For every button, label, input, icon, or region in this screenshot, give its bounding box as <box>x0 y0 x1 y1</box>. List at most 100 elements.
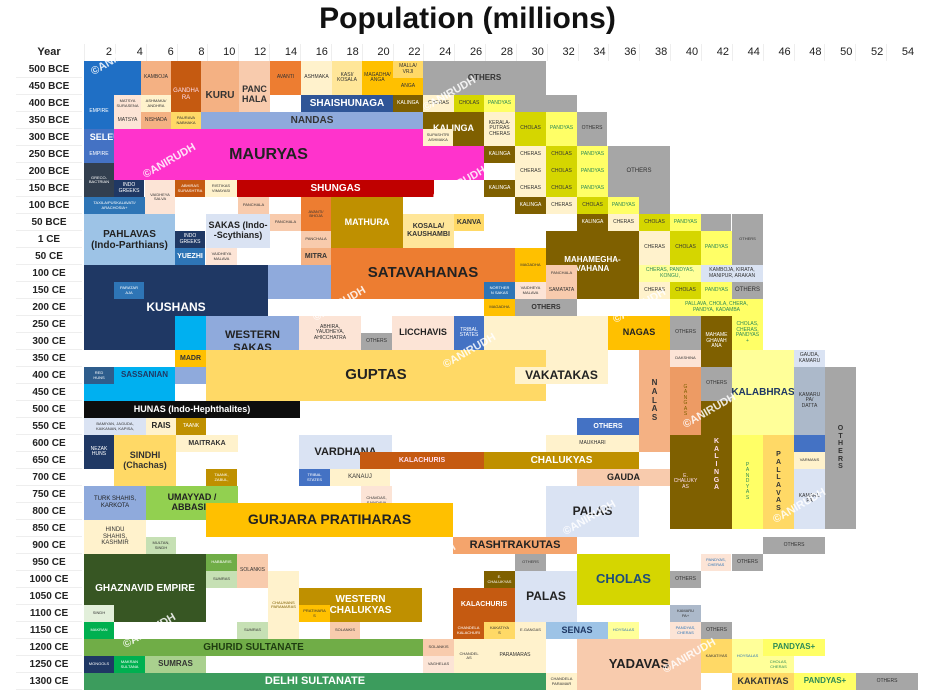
region-block: PANDYAS <box>546 112 577 146</box>
region-block: ABHIRAS SURASHTRA <box>175 180 205 197</box>
region-block: PANDYAS+ <box>763 639 825 656</box>
region-block: HINDU SHAHIS, KASHMIR <box>84 520 146 554</box>
region-block: PARATAR AJA <box>114 282 144 299</box>
x-tick: 10 <box>207 44 235 61</box>
region-block: NISHADA <box>141 112 171 129</box>
region-block: EMPIRE <box>84 146 114 163</box>
region-block: SINDH <box>84 605 114 622</box>
region-block: MAGADHA <box>515 248 546 282</box>
region-block: PANCHALA <box>238 197 269 214</box>
region-block: DELHI SULTANATE <box>84 673 546 690</box>
region-block: RAIS <box>146 418 176 435</box>
region-block: TRIBAL STATES <box>299 469 330 486</box>
region-block: SOLANKIS <box>330 622 360 639</box>
region-block: SHUNGAS <box>237 180 434 197</box>
x-tick: 24 <box>423 44 451 61</box>
region-block: KASI/ KOSALA <box>332 61 362 95</box>
y-tick: 700 CE <box>16 469 82 486</box>
chart-title: Population (millions) <box>319 2 616 35</box>
region-block: OTHERS <box>732 214 763 265</box>
region-block: OTHERS <box>423 61 546 95</box>
region-block <box>268 265 331 299</box>
region-block: PANDYAS <box>577 163 608 180</box>
region-block: CHOLAS <box>546 180 577 197</box>
region-block: SUMRAS <box>145 656 206 673</box>
region-block: VAIDHEYA MALAVA <box>515 282 546 299</box>
y-tick: 450 CE <box>16 384 82 401</box>
region-block: G A N G A S <box>670 367 701 435</box>
region-block: PANDYAS, CHERAS <box>701 554 731 571</box>
x-tick: 8 <box>176 44 205 61</box>
region-block: AVANTI <box>270 61 301 95</box>
region-block: MULTAN, SINDH <box>146 537 176 554</box>
region-block: OTHERS <box>361 333 392 350</box>
region-block: CHERAS <box>515 180 546 197</box>
region-block <box>175 316 206 350</box>
region-block: KAKATIYAS <box>701 639 732 673</box>
region-block: AVANTI/ BHOJA <box>301 197 331 231</box>
region-block: CHANDELA KALACHURI <box>453 622 484 639</box>
region-block: BAMIYAN, JAGUDA, KAIKANAN, KAPISA, <box>84 418 146 435</box>
region-block: OTHERS <box>732 282 763 299</box>
y-tick: 600 CE <box>16 435 82 452</box>
y-tick: 1300 CE <box>16 673 82 690</box>
y-tick: 1200 CE <box>16 639 82 656</box>
region-block: OTHERS <box>515 299 577 316</box>
region-block: NORTHER N SAKAS <box>484 282 515 299</box>
region-block: RASHTRAKUTAS <box>453 537 577 554</box>
x-tick: 20 <box>361 44 390 61</box>
region-block: TAANK, ZABUL, <box>206 469 237 486</box>
region-block: P A L L A V A S <box>763 435 794 529</box>
y-tick: 150 CE <box>16 282 82 299</box>
region-block: OTHERS <box>670 316 701 350</box>
region-block: OTHERS <box>515 554 546 571</box>
region-block: GUPTAS <box>206 350 546 401</box>
region-block: KAMARU PA <box>794 469 825 529</box>
region-block: TRIBAL STATES <box>454 316 484 350</box>
region-block: MONGOLS <box>84 656 114 673</box>
region-block: OTHERS <box>856 673 918 690</box>
region-block: PANDYAS <box>577 146 608 163</box>
x-tick: 44 <box>731 44 760 61</box>
watermark: ©ANIRUDH <box>235 431 293 471</box>
region-block: MAUKHARI <box>546 435 639 452</box>
region-block: PANCHALA <box>301 231 331 248</box>
region-block: N A L A S <box>639 350 670 452</box>
region-block: VAGHELAS <box>423 656 454 673</box>
region-block: E. CHALUKY AS <box>670 435 701 529</box>
region-block: KALINGA <box>577 214 608 231</box>
region-block: CHOLAS, CHERAS, PANDYAS + <box>732 316 763 350</box>
region-block: SUMRAS <box>237 622 268 639</box>
region-block: MADR <box>175 350 206 367</box>
region-block: NAGAS <box>608 316 670 350</box>
region-block: KAKATIYAS <box>732 673 794 690</box>
region-block: TURK SHAHIS, KARKOTA <box>84 486 146 520</box>
region-block: KALINGA <box>393 95 423 112</box>
region-block: KAMARU PA+ <box>670 605 701 622</box>
region-block: SINDHI (Chachas) <box>114 435 176 486</box>
y-tick: 50 CE <box>16 248 82 265</box>
region-block: PALLAVA, CHOLA, CHERA, PANDYA, KADAMBA <box>670 299 763 316</box>
region-block: OTHERS <box>763 537 825 554</box>
region-block: PANDYAS <box>701 282 732 299</box>
region-block: VAIDHEYA SALVA <box>145 180 175 214</box>
region-block: EMPIRE <box>84 95 114 129</box>
region-block: PAURAVA NABHAKA <box>171 112 201 129</box>
y-tick: 950 CE <box>16 554 82 571</box>
region-block: SENAS <box>546 622 608 639</box>
region-block: KALABHRAS <box>732 350 794 435</box>
region-block: PALAS <box>546 486 639 537</box>
x-tick: 50 <box>824 44 852 61</box>
region-block: GRECO- BACTRIAN <box>84 163 114 197</box>
region-block: MITRA <box>301 248 331 265</box>
region-block: KAMBOJA, KIRATA, MANIPUR, ARAKAN <box>701 265 763 282</box>
region-block: KALINGA <box>484 180 515 197</box>
region-block: INDO GREEKS <box>175 231 205 248</box>
region-block: PANCHALA <box>270 214 301 231</box>
region-block: OTHERS <box>577 112 607 146</box>
region-block: CHOLAS <box>546 163 577 180</box>
region-block: SAMATATA <box>546 282 577 299</box>
region-block: HOYSALAS <box>608 622 639 639</box>
region-block: PANDYAS, CHERAS <box>670 622 701 639</box>
y-tick: 1150 CE <box>16 622 82 639</box>
